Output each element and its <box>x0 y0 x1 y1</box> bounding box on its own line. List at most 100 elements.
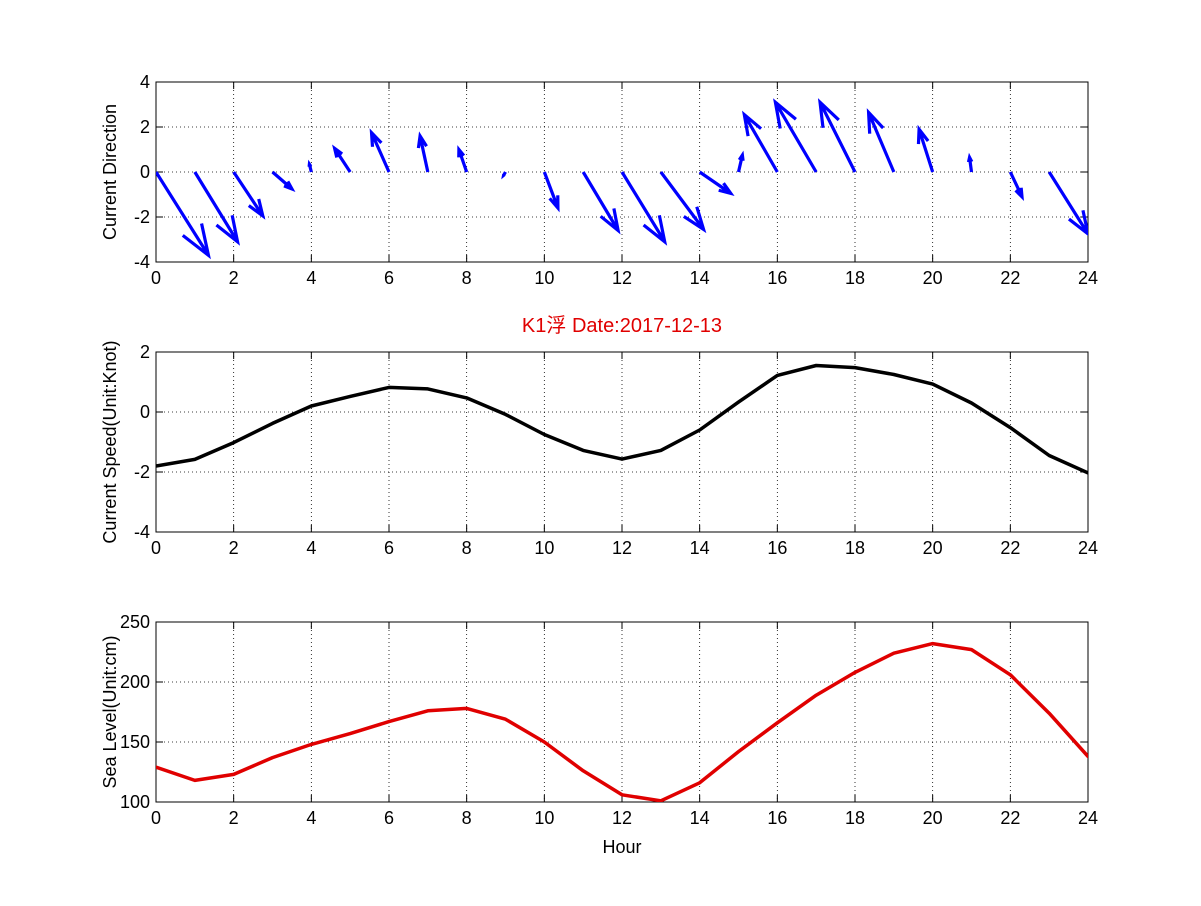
sea-level-point <box>815 694 817 696</box>
current-speed-point <box>582 449 584 451</box>
current-direction-ytick-label: 0 <box>140 162 150 182</box>
current-speed-point <box>272 422 273 424</box>
current-speed-point <box>156 465 157 467</box>
current-direction-xtick-label: 6 <box>384 268 394 288</box>
current-speed-point <box>427 388 429 390</box>
current-direction-ylabel: Current Direction <box>100 104 120 240</box>
direction-arrow <box>916 124 935 173</box>
sea-level-point <box>971 649 972 651</box>
current-speed-point <box>349 395 351 397</box>
sea-level-point <box>854 671 856 673</box>
current-speed-point <box>854 367 856 369</box>
direction-arrow <box>966 152 974 173</box>
sea-level-point <box>427 710 429 712</box>
current-speed-data-area <box>156 363 1088 475</box>
current-speed-point <box>932 383 934 385</box>
current-direction-ytick-label: 2 <box>140 117 150 137</box>
current-speed-ytick-label: 0 <box>140 402 150 422</box>
direction-arrow <box>156 171 211 260</box>
direction-arrow <box>416 131 430 173</box>
current-speed-point <box>738 401 739 403</box>
figure-title: K1浮 Date:2017-12-13 <box>522 314 722 337</box>
sea-level-xtick-label: 4 <box>306 808 316 828</box>
current-speed-xtick-label: 14 <box>690 538 710 558</box>
current-speed-xtick-label: 0 <box>151 538 161 558</box>
direction-arrow <box>1008 171 1024 201</box>
sea-level-xlabel: Hour <box>602 837 641 857</box>
sea-level-point <box>505 718 506 720</box>
sea-level-point <box>466 707 468 709</box>
sea-level-point <box>893 652 895 654</box>
sea-level-point <box>233 773 235 775</box>
sea-level-xtick-label: 12 <box>612 808 632 828</box>
current-direction-xtick-label: 24 <box>1078 268 1098 288</box>
current-speed-xtick-label: 16 <box>767 538 787 558</box>
sea-level-point <box>543 741 545 743</box>
current-speed-ytick-label: 2 <box>140 342 150 362</box>
current-speed-point <box>505 413 506 415</box>
current-speed-xtick-label: 24 <box>1078 538 1098 558</box>
sea-level-xtick-label: 16 <box>767 808 787 828</box>
current-speed-point <box>971 402 972 404</box>
sea-level-point <box>699 782 701 784</box>
sea-level-xtick-label: 24 <box>1078 808 1098 828</box>
sea-level-xtick-label: 18 <box>845 808 865 828</box>
direction-arrow <box>659 171 707 234</box>
sea-level-point <box>582 770 584 772</box>
sea-level-point <box>1087 755 1088 757</box>
current-speed-xtick-label: 10 <box>534 538 554 558</box>
direction-arrow <box>332 144 352 173</box>
current-speed-point <box>466 397 468 399</box>
direction-arrow <box>698 170 735 197</box>
sea-level-xtick-label: 10 <box>534 808 554 828</box>
sea-level-ytick-label: 250 <box>120 612 150 632</box>
sea-level-point <box>776 722 778 724</box>
current-direction-xtick-label: 20 <box>923 268 943 288</box>
direction-arrow <box>457 145 469 173</box>
sea-level-point <box>194 779 196 781</box>
current-direction-xtick-label: 14 <box>690 268 710 288</box>
direction-arrow <box>369 128 391 173</box>
current-speed-point <box>621 458 623 460</box>
current-direction-xtick-label: 8 <box>462 268 472 288</box>
direction-arrow <box>736 150 745 173</box>
sea-level-xtick-label: 8 <box>462 808 472 828</box>
direction-arrow <box>1047 171 1088 236</box>
sea-level-point <box>156 766 157 768</box>
current-speed-xtick-label: 20 <box>923 538 943 558</box>
current-speed-point <box>660 449 662 451</box>
sea-level-ytick-label: 150 <box>120 732 150 752</box>
current-speed-xtick-label: 22 <box>1000 538 1020 558</box>
sea-level-ytick-label: 200 <box>120 672 150 692</box>
sea-level-xtick-label: 20 <box>923 808 943 828</box>
current-direction-xtick-label: 10 <box>534 268 554 288</box>
direction-arrow <box>232 171 266 220</box>
sea-level-ylabel: Sea Level(Unit:cm) <box>100 635 120 788</box>
current-direction-ytick-label: -2 <box>134 207 150 227</box>
direction-arrow <box>501 171 507 180</box>
current-speed-point <box>1087 472 1088 474</box>
current-direction-data-area <box>156 98 1088 260</box>
sea-level-point <box>310 743 312 745</box>
sea-level-point <box>621 794 623 796</box>
sea-level-point <box>932 643 934 645</box>
direction-arrow <box>307 159 313 173</box>
current-speed-xtick-label: 2 <box>229 538 239 558</box>
sea-level-ytick-label: 100 <box>120 792 150 812</box>
current-direction-xtick-label: 12 <box>612 268 632 288</box>
current-speed-xtick-label: 4 <box>306 538 316 558</box>
current-speed-point <box>233 442 235 444</box>
current-speed-xtick-label: 12 <box>612 538 632 558</box>
sea-level-xtick-label: 2 <box>229 808 239 828</box>
sea-level-point <box>660 800 662 802</box>
current-speed-point <box>893 374 895 375</box>
direction-arrow <box>741 110 779 173</box>
sea-level-xtick-label: 22 <box>1000 808 1020 828</box>
sea-level-point <box>1009 674 1011 676</box>
current-direction-xtick-label: 22 <box>1000 268 1020 288</box>
current-speed-ytick-label: -2 <box>134 462 150 482</box>
current-speed-point <box>388 386 390 388</box>
sea-level-point <box>349 733 351 735</box>
